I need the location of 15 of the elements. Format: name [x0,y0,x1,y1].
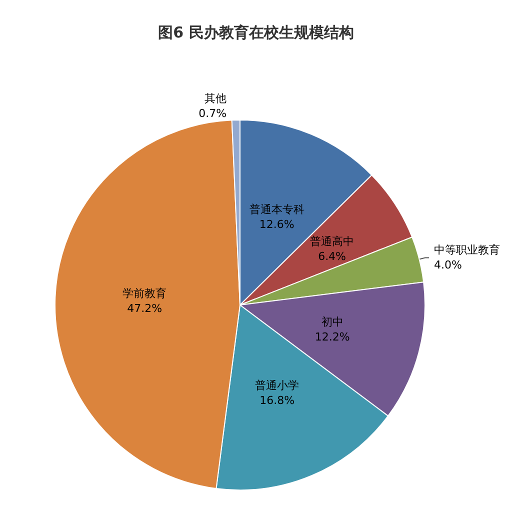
slice-label: 初中 [321,316,344,328]
data-label: 12.2% [314,330,350,344]
slice-label: 学前教育 [122,286,167,300]
data-label: 47.2% [127,302,162,315]
data-label: 4.0% [434,258,462,272]
slice-label: 中等职业教育 [434,244,500,257]
chart-title: 图6 民办教育在校生规模结构 [158,24,354,42]
data-label: 0.7% [198,107,227,120]
slice-label: 普通高中 [310,234,354,248]
slice-label: 普通小学 [255,378,300,392]
slice-label: 其他 [204,92,227,106]
data-label: 6.4% [318,250,346,263]
data-label: 12.6% [259,218,294,231]
data-label: 16.8% [260,394,295,407]
slice-label: 普通本专科 [249,202,304,216]
